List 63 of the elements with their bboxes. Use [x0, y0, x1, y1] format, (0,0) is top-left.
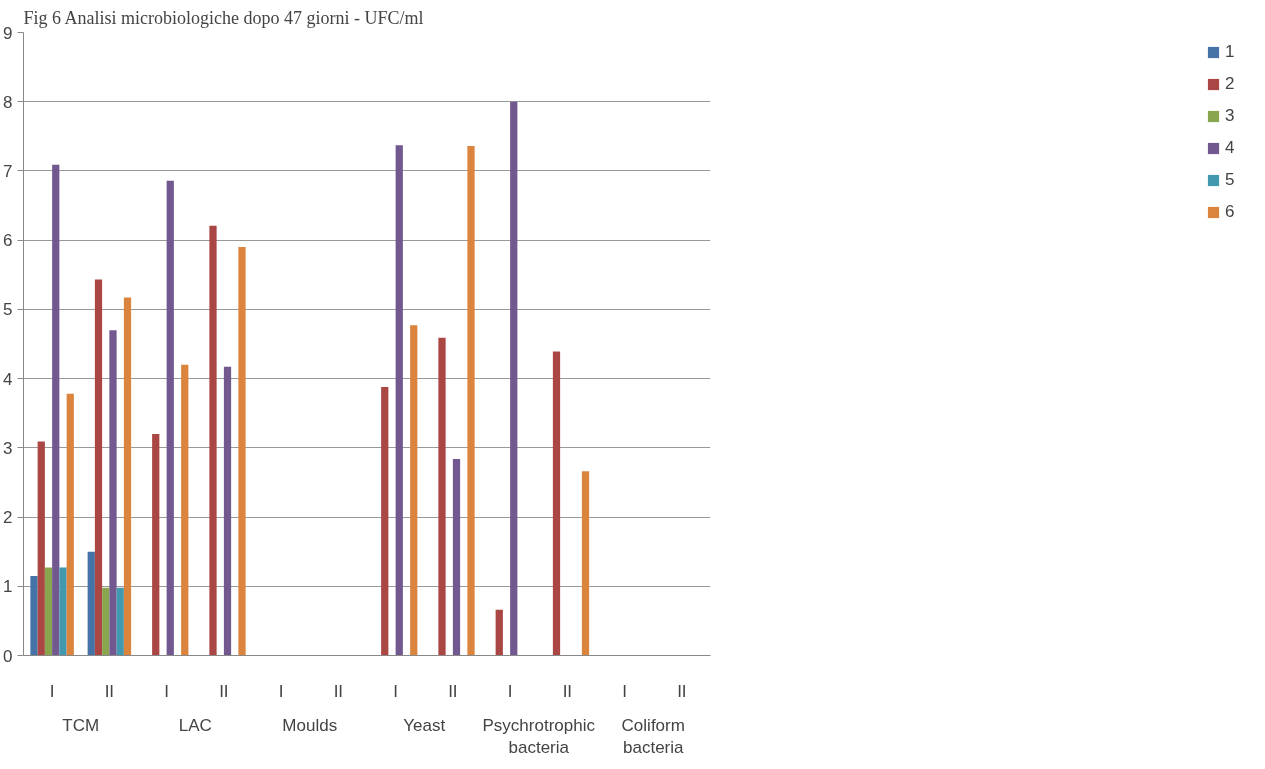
text: TCM	[62, 715, 100, 735]
y-tick-label: 1	[3, 577, 13, 597]
bar	[495, 609, 503, 656]
y-tick-label: 3	[3, 438, 13, 458]
y-tick-label: 6	[3, 231, 13, 251]
x-tick-label: I	[507, 681, 513, 701]
bar	[238, 247, 246, 656]
legend-label: 6	[1225, 202, 1236, 222]
x-tick-label: II	[104, 681, 115, 701]
x-tick-label: I	[164, 681, 169, 701]
y-tick-label: 9	[3, 23, 13, 43]
text: Moulds	[282, 715, 338, 735]
bar	[44, 567, 53, 656]
y-tick-label: 8	[3, 92, 13, 112]
y-tick-label: 5	[3, 300, 13, 320]
x-tick-label: II	[219, 681, 229, 701]
x-tick-label: I	[49, 681, 55, 701]
bar	[467, 146, 475, 656]
x-tick-label: II	[333, 681, 344, 701]
text: Psychrotrophic bacteria	[482, 715, 596, 758]
bar	[166, 180, 174, 656]
bar	[181, 364, 189, 656]
x-tick-label: I	[622, 681, 627, 701]
bar	[581, 471, 590, 656]
bar	[381, 386, 389, 656]
x-tick-label: II	[677, 681, 687, 701]
bar	[452, 458, 461, 656]
bar	[438, 337, 446, 656]
legend-label: 3	[1225, 106, 1236, 126]
legend-label: 4	[1225, 138, 1236, 158]
bar	[223, 366, 232, 656]
bar	[410, 325, 418, 656]
legend-label: 1	[1225, 42, 1236, 62]
x-tick-label: I	[278, 681, 284, 701]
bar	[510, 101, 518, 656]
bar	[37, 441, 45, 656]
bar	[52, 164, 60, 656]
bar	[209, 225, 217, 656]
text: Coliform bacteria	[621, 715, 685, 758]
y-tick-label: 4	[3, 369, 13, 389]
x-tick-label: II	[562, 681, 573, 701]
bar	[116, 587, 124, 656]
legend-label: 2	[1225, 74, 1236, 94]
bar	[552, 351, 561, 656]
bar	[102, 587, 110, 656]
y-tick-label: 2	[3, 508, 13, 528]
bar	[66, 393, 74, 656]
bar	[395, 145, 403, 656]
legend-label: 5	[1225, 170, 1236, 190]
bar	[94, 279, 103, 656]
chart-title: Fig 6 Analisi microbiologiche dopo 47 giorni - UFC/ml	[23, 7, 424, 28]
text: LAC	[178, 715, 212, 735]
bar	[152, 433, 160, 656]
text: Yeast	[403, 715, 446, 735]
y-tick-label: 7	[3, 161, 13, 181]
y-tick-label: 0	[3, 646, 13, 666]
bar	[123, 297, 132, 656]
x-tick-label: I	[393, 681, 398, 701]
x-tick-label: II	[448, 681, 458, 701]
bar	[109, 330, 117, 656]
bar	[59, 567, 67, 656]
bar	[87, 551, 95, 656]
bar	[30, 575, 38, 656]
